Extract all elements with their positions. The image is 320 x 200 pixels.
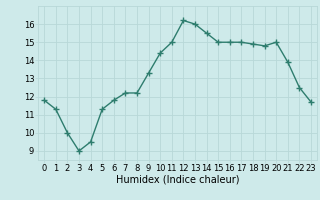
X-axis label: Humidex (Indice chaleur): Humidex (Indice chaleur): [116, 175, 239, 185]
